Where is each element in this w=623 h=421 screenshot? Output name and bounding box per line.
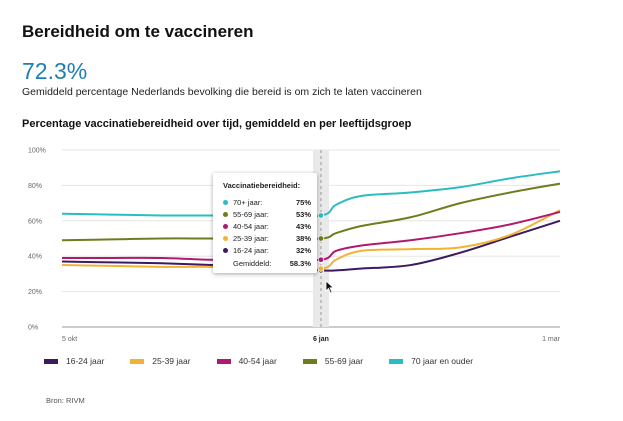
chart-title: Percentage vaccinatiebereidheid over tij… [22, 118, 412, 130]
series-dot-icon [223, 211, 228, 217]
y-tick-label: 40% [28, 254, 42, 261]
tooltip-row-value: 32% [295, 245, 311, 255]
x-tick-label: 1 mar [542, 336, 561, 343]
tooltip-row: 55-69 jaar: 53% [223, 209, 311, 219]
series-dot-icon [223, 223, 228, 229]
y-tick-label: 100% [28, 148, 46, 155]
series-point [317, 265, 325, 272]
page-title: Bereidheid om te vaccineren [22, 22, 254, 41]
tooltip-row: 25-39 jaar: 38% [223, 233, 311, 243]
tooltip-row: 40-54 jaar: 43% [223, 221, 311, 231]
legend-swatch [389, 358, 404, 364]
series-line [61, 210, 561, 262]
y-tick-label: 80% [28, 183, 42, 190]
mouse-pointer-icon [325, 280, 335, 294]
x-tick-label: 5 okt [62, 336, 77, 343]
series-dot-icon [223, 247, 228, 253]
legend-swatch [44, 358, 58, 364]
tooltip-row-label: 70+ jaar: [233, 197, 263, 207]
y-tick-label: 60% [28, 218, 42, 225]
series-dot-icon [223, 235, 228, 241]
legend-label: 40-54 jaar [238, 356, 277, 366]
legend-label: 55-69 jaar [324, 356, 364, 366]
legend-item[interactable]: 55-69 jaar [302, 356, 364, 366]
legend-label: 25-39 jaar [152, 356, 191, 366]
tooltip-row-label: 16-24 jaar: [233, 245, 269, 255]
tooltip-row: 16-24 jaar: 32% [223, 245, 311, 255]
tooltip-title: Vaccinatiebereidheid: [223, 181, 301, 190]
chart-legend: 16-24 jaar 25-39 jaar 40-54 jaar 55-69 jaar… [44, 356, 499, 366]
series-line [61, 170, 561, 218]
tooltip-row-value: 53% [295, 209, 311, 219]
legend-swatch [130, 358, 145, 364]
tooltip-average-label: Gemiddeld: [233, 259, 272, 268]
y-tick-label: 20% [28, 289, 42, 296]
legend-swatch [302, 358, 317, 364]
series-dot-icon [223, 199, 228, 205]
tooltip-row-label: 55-69 jaar: [233, 209, 269, 219]
tooltip-average-value: 58.3% [289, 259, 311, 268]
series-line [61, 209, 561, 271]
legend-item[interactable]: 70 jaar en ouder [389, 356, 473, 366]
headline-value: 72.3% [22, 58, 88, 84]
tooltip-average: Gemiddeld: 58.3% [233, 259, 311, 268]
x-tick-label: 6 jan [313, 336, 329, 343]
tooltip-row-value: 43% [295, 221, 311, 231]
legend-item[interactable]: 25-39 jaar [130, 356, 191, 366]
source-note: Bron: RIVM [46, 396, 85, 405]
series-line [61, 219, 561, 272]
tooltip-row-label: 40-54 jaar: [233, 221, 269, 231]
series-point [317, 256, 325, 263]
tooltip-row-value: 75% [295, 197, 311, 207]
tooltip-row-label: 25-39 jaar: [233, 233, 269, 243]
legend-swatch [216, 358, 231, 364]
legend-label: 70 jaar en ouder [411, 356, 474, 366]
y-tick-label: 0% [28, 325, 38, 332]
legend-item[interactable]: 16-24 jaar [44, 356, 104, 366]
hover-tooltip: Vaccinatiebereidheid: 70+ jaar: 75% 55-6… [213, 173, 317, 273]
series-point [317, 235, 325, 242]
tooltip-row-value: 38% [295, 233, 311, 243]
series-line [61, 182, 561, 242]
headline-description: Gemiddeld percentage Nederlands bevolkin… [22, 86, 422, 98]
tooltip-row: 70+ jaar: 75% [223, 197, 311, 207]
legend-label: 16-24 jaar [66, 356, 105, 366]
legend-item[interactable]: 40-54 jaar [216, 356, 277, 366]
series-point [317, 212, 325, 219]
